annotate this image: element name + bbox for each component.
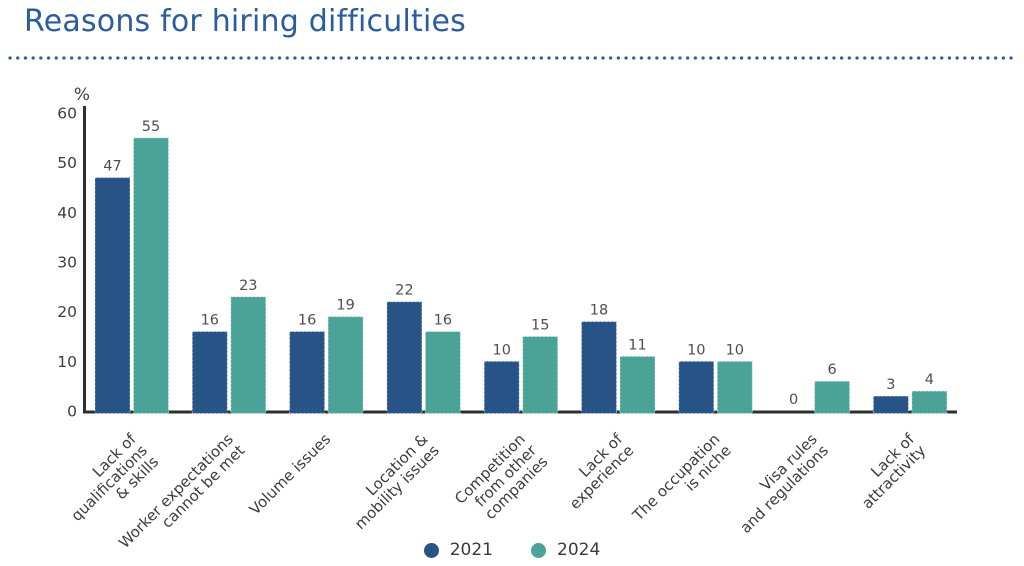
page-title: Reasons for hiring difficulties [24, 4, 466, 39]
bar-2021-8 [872, 395, 909, 415]
bar-2024-1 [230, 296, 267, 414]
legend-item-2024: 2024 [531, 540, 600, 560]
legend-item-2021: 2021 [423, 540, 493, 560]
y-tick-label: 30 [57, 254, 77, 272]
bar-value-label-2024-4: 15 [531, 318, 549, 334]
x-tick-label-6: The occupationis niche [628, 430, 734, 536]
x-tick-label-7: Visa rulesand regulations [725, 430, 832, 537]
bar-value-label-2021-6: 10 [687, 342, 705, 358]
bar-2024-5 [619, 355, 656, 415]
bar-value-label-2021-7: 0 [789, 392, 798, 408]
y-tick-label: 10 [57, 353, 77, 371]
y-tick-label: 0 [67, 403, 77, 421]
legend-marker-2021-icon [423, 542, 439, 558]
bar-value-label-2024-2: 19 [336, 298, 354, 314]
legend-marker-2024-icon [531, 542, 546, 558]
bar-2021-4 [483, 360, 520, 415]
y-tick-label: 60 [57, 105, 77, 123]
bar-2021-0 [94, 177, 131, 414]
y-tick-label: 40 [57, 204, 77, 222]
bar-value-label-2024-5: 11 [628, 337, 646, 353]
bar-value-label-2024-8: 4 [925, 372, 934, 388]
x-tick-label-4: Competitionfrom othercompanies [451, 430, 552, 531]
x-tick-label-8: Lack ofattractivity [847, 430, 930, 513]
bar-value-label-2021-2: 16 [298, 313, 316, 329]
bar-value-label-2024-0: 55 [142, 119, 160, 135]
bar-value-label-2021-3: 22 [395, 283, 413, 299]
bar-2024-3 [424, 331, 461, 414]
bar-value-label-2021-4: 10 [492, 342, 510, 358]
bar-value-label-2021-5: 18 [590, 303, 608, 319]
bar-2021-1 [191, 331, 228, 414]
bar-2024-8 [911, 390, 948, 414]
legend-label-2024: 2024 [557, 540, 601, 560]
bar-2024-4 [522, 336, 559, 414]
bar-2024-7 [814, 380, 851, 415]
bar-2021-6 [678, 360, 715, 415]
x-tick-label-3: Location &mobility issues [340, 430, 443, 533]
chart-legend: 2021 2024 [0, 540, 1024, 560]
x-tick-label-5: Lack ofexperience [555, 430, 638, 513]
bar-2024-2 [327, 316, 364, 414]
bar-value-label-2021-1: 16 [201, 313, 219, 329]
y-tick-label: 50 [57, 154, 77, 172]
bar-value-label-2024-7: 6 [827, 362, 836, 378]
bar-2024-0 [133, 137, 169, 414]
bar-value-label-2021-8: 3 [886, 377, 895, 393]
y-axis-unit-label: % [74, 85, 90, 105]
bar-2021-5 [581, 321, 617, 415]
y-tick-label: 20 [57, 303, 77, 321]
bar-2021-3 [386, 301, 423, 415]
bar-value-label-2024-6: 10 [726, 342, 744, 358]
bar-value-label-2021-0: 47 [103, 159, 121, 175]
x-tick-label-2: Volume issues [246, 430, 334, 518]
bar-2021-2 [289, 331, 326, 414]
bar-value-label-2024-3: 16 [434, 313, 452, 329]
bar-value-label-2024-1: 23 [239, 278, 257, 294]
legend-label-2021: 2021 [449, 540, 493, 560]
bar-2024-6 [716, 360, 753, 415]
